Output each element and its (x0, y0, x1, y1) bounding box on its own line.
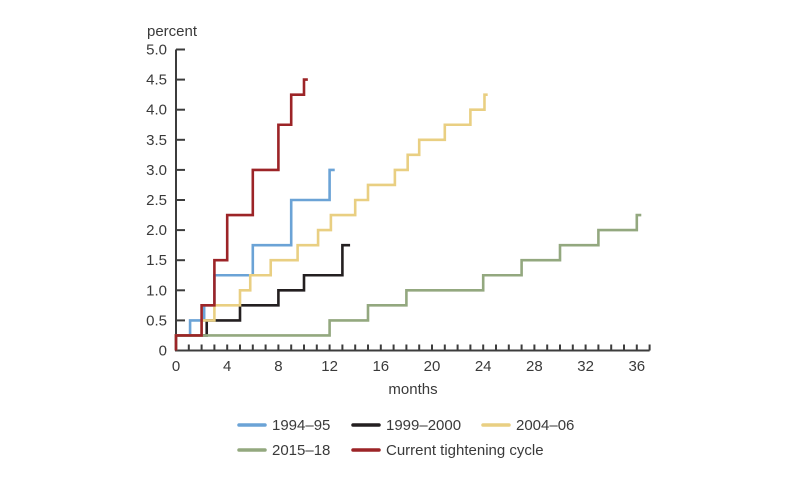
legend-item-2004-06: 2004–06 (481, 417, 574, 434)
x-axis-tick-label: 0 (172, 358, 180, 375)
x-axis-title: months (388, 381, 437, 398)
y-axis-tick-label: 1.0 (146, 282, 167, 299)
x-axis-tick-label: 8 (274, 358, 282, 375)
x-axis-tick-label: 32 (577, 358, 594, 375)
y-axis-tick-label: 0.5 (146, 312, 167, 329)
x-axis-tick-label: 4 (223, 358, 231, 375)
axes: 0 0.5 1.0 1.5 2.0 2.5 3.0 3.5 4.0 4.5 5.0 0 4 8 12 16 20… (146, 42, 651, 375)
legend-item-2015-18: 2015–18 (237, 442, 330, 459)
y-axis-tick-label: 1.5 (146, 252, 167, 269)
legend: 1994–95 1999–2000 2004–06 2015–18 Current ti… (237, 417, 574, 459)
legend-item-1999-2000: 1999–2000 (351, 417, 461, 434)
series-line-1994-95 (174, 168, 335, 351)
y-axis-tick-label: 2.0 (146, 222, 167, 239)
legend-label: 2004–06 (516, 417, 574, 434)
x-axis-tick-label: 24 (475, 358, 492, 375)
y-axis-unit-label: percent (147, 23, 198, 40)
x-axis-tick-label: 28 (526, 358, 543, 375)
legend-item-1994-95: 1994–95 (237, 417, 330, 434)
series-line-current-tightening-cycle (174, 78, 308, 351)
series-lines (174, 78, 642, 351)
series-line-2004-06 (174, 93, 488, 351)
x-axis-tick-label: 20 (424, 358, 441, 375)
series-line-2015-18 (174, 213, 642, 351)
y-axis-tick-label: 2.5 (146, 192, 167, 209)
y-axis-tick-label: 3.5 (146, 132, 167, 149)
legend-label: 2015–18 (272, 442, 330, 459)
legend-label: 1994–95 (272, 417, 330, 434)
legend-label: Current tightening cycle (386, 442, 544, 459)
x-axis-tick-label: 36 (628, 358, 645, 375)
y-axis-tick-label: 4.0 (146, 102, 167, 119)
x-axis-tick-label: 16 (372, 358, 389, 375)
y-axis-tick-label: 3.0 (146, 162, 167, 179)
y-axis-tick-label: 5.0 (146, 42, 167, 59)
x-axis-tick-label: 12 (321, 358, 338, 375)
y-axis-tick-label: 0 (159, 343, 167, 360)
y-axis-tick-label: 4.5 (146, 72, 167, 89)
legend-item-current-tightening-cycle: Current tightening cycle (351, 442, 544, 459)
legend-label: 1999–2000 (386, 417, 461, 434)
